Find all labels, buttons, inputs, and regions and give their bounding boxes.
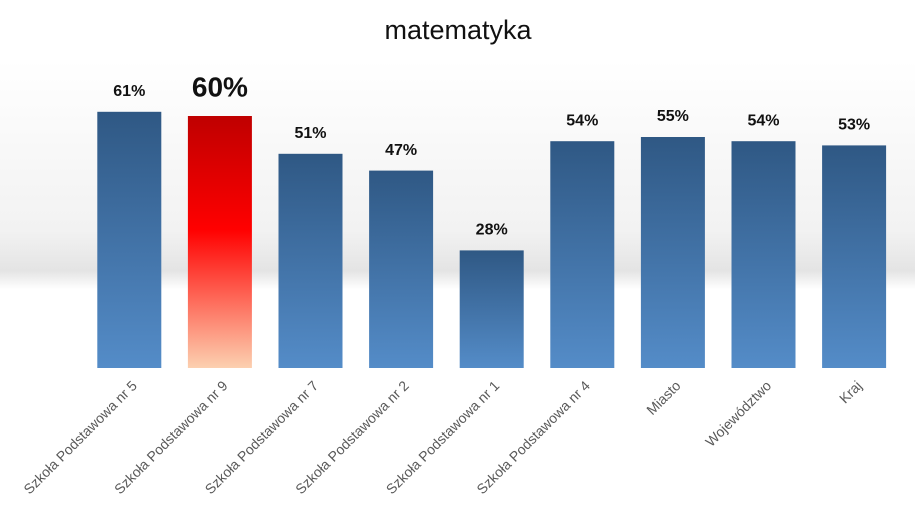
value-label: 47% <box>385 142 417 159</box>
value-label: 54% <box>566 112 598 129</box>
value-label: 54% <box>747 112 779 129</box>
bar <box>459 250 524 368</box>
value-label: 55% <box>657 108 689 125</box>
value-label: 53% <box>838 117 870 134</box>
value-label: 28% <box>476 222 508 239</box>
bar <box>640 137 705 368</box>
value-label: 61% <box>113 83 145 100</box>
bar <box>187 116 252 368</box>
value-label: 51% <box>294 125 326 142</box>
bar <box>731 141 796 368</box>
value-label: 60% <box>192 71 248 102</box>
bar <box>369 170 434 368</box>
x-tick-label: Kraj <box>836 377 865 406</box>
bar <box>822 145 887 368</box>
bar <box>278 153 343 368</box>
bar <box>550 141 615 368</box>
x-tick-label: Miasto <box>643 377 684 418</box>
x-tick-label: Województwo <box>702 377 774 449</box>
chart-title: matematyka <box>384 15 532 45</box>
bar <box>97 111 162 369</box>
